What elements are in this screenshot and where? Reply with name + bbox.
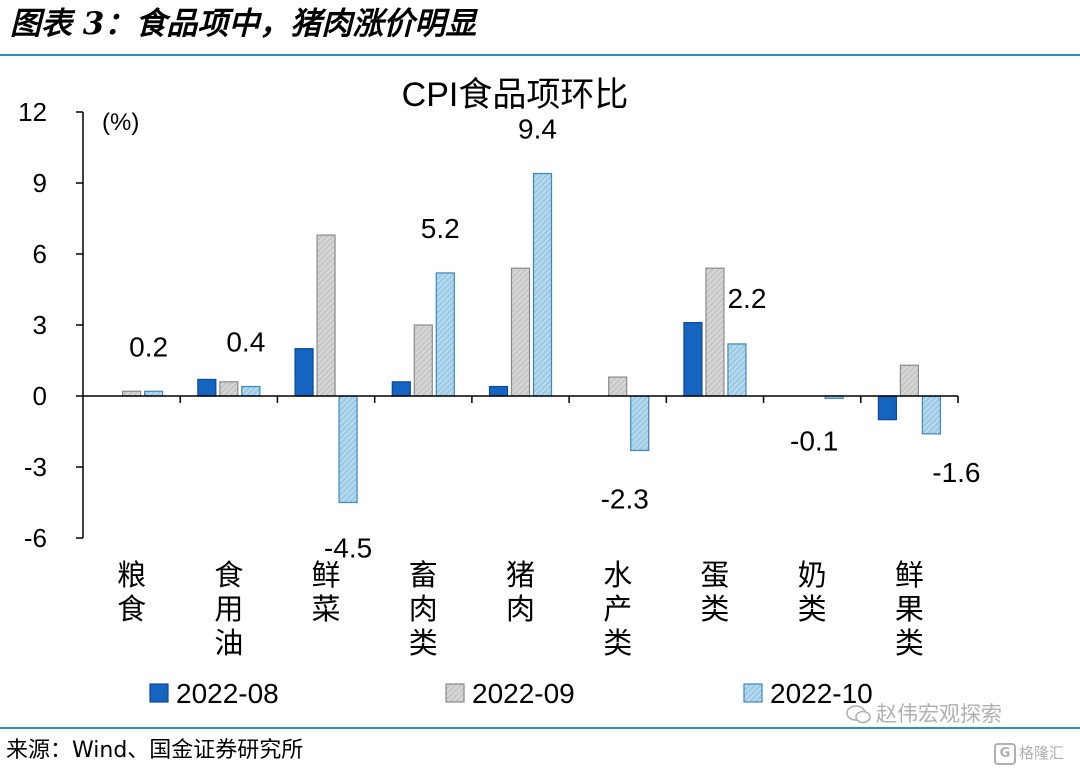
legend-label: 2022-09 [472, 678, 575, 709]
data-label: 9.4 [518, 114, 557, 145]
watermark-text: 赵伟宏观探索 [876, 702, 1002, 726]
data-label: 2.2 [727, 283, 766, 314]
y-tick-label: 6 [33, 239, 47, 269]
bar-2022-10-猪肉 [532, 172, 553, 397]
source-note: 来源：Wind、国金证券研究所 [6, 738, 304, 763]
bar-2022-10-蛋类 [727, 343, 747, 397]
data-label: -0.1 [790, 425, 838, 456]
bar-2022-08-蛋类 [683, 322, 703, 397]
category-labels: 粮食 食用油 鲜菜 畜肉类 猪肉 水产类 蛋类 奶类 鲜果类 [117, 559, 924, 660]
data-labels: 0.2 0.4 -4.5 5.2 9.4 -2.3 2.2 -0.1 -1.6 [129, 114, 980, 564]
x-axis [83, 395, 959, 403]
bar-2022-09-鲜果类 [899, 364, 919, 397]
chart-title: CPI食品项环比 [402, 76, 629, 114]
bar-2022-09-鲜菜 [316, 234, 336, 397]
bar-2022-09-畜肉类 [413, 324, 433, 397]
category-label: 食用油 [214, 559, 243, 660]
wechat-icon [846, 705, 871, 724]
legend: 2022-08 2022-09 2022-10 [149, 678, 873, 709]
y-tick-label: 9 [33, 168, 47, 198]
category-label: 水产类 [603, 559, 632, 660]
category-label: 奶类 [798, 559, 827, 626]
bar-2022-10-鲜菜 [338, 395, 358, 504]
bar-2022-10-畜肉类 [435, 272, 455, 397]
y-tick-label: 3 [33, 310, 47, 340]
y-tick-label: 0 [33, 381, 47, 411]
badge: G 格隆汇 [994, 741, 1064, 765]
bar-2022-08-猪肉 [488, 385, 509, 397]
category-label: 鲜菜 [312, 559, 341, 626]
bar-2022-08-食用油 [197, 378, 217, 397]
data-label: 5.2 [421, 213, 460, 244]
legend-swatch-2022-08 [149, 683, 169, 703]
y-tick-label: -3 [24, 452, 47, 482]
bar-2022-09-食用油 [219, 381, 239, 397]
data-label: 0.4 [226, 327, 265, 358]
bottom-rule [0, 727, 1080, 729]
category-label: 粮食 [117, 559, 146, 626]
y-unit-label: (%) [102, 109, 139, 136]
category-label: 蛋类 [700, 560, 729, 626]
category-label: 畜肉类 [409, 559, 438, 660]
bar-2022-09-蛋类 [705, 267, 725, 397]
category-label: 猪肉 [506, 559, 535, 626]
top-rule [0, 54, 1080, 56]
y-tick-label: -6 [24, 523, 47, 553]
watermark: 赵伟宏观探索 [846, 700, 1002, 728]
data-label: -2.3 [601, 483, 649, 514]
bar-2022-08-畜肉类 [391, 381, 411, 397]
bar-chart: CPI食品项环比 (%) -6 -3 0 3 6 9 12 粮食 食用油 鲜菜 畜肉类 猪肉 水产类 蛋… [18, 76, 980, 709]
data-label: -1.6 [932, 457, 980, 488]
data-label: -4.5 [324, 533, 372, 564]
data-label: 0.2 [129, 331, 168, 362]
bar-2022-09-水产类 [608, 376, 628, 397]
bar-2022-10-食用油 [241, 385, 261, 397]
legend-swatch-2022-09 [445, 683, 465, 703]
bar-2022-08-鲜菜 [294, 348, 314, 397]
bar-2022-10-水产类 [630, 395, 650, 452]
bar-2022-10-鲜果类 [921, 395, 941, 435]
y-axis: -6 -3 0 3 6 9 12 [18, 97, 84, 553]
bar-2022-08-鲜果类 [877, 395, 897, 421]
g-logo-icon: G [994, 742, 1016, 765]
figure-title: 图表 3：食品项中，猪肉涨价明显 [10, 6, 477, 42]
badge-text: 格隆汇 [1019, 744, 1065, 762]
category-label: 鲜果类 [895, 559, 924, 660]
bars-group [122, 172, 941, 504]
legend-label: 2022-08 [176, 678, 279, 709]
legend-swatch-2022-10 [743, 683, 763, 703]
bar-2022-09-猪肉 [510, 267, 531, 397]
y-tick-label: 12 [18, 97, 47, 127]
legend-label: 2022-10 [770, 678, 873, 709]
